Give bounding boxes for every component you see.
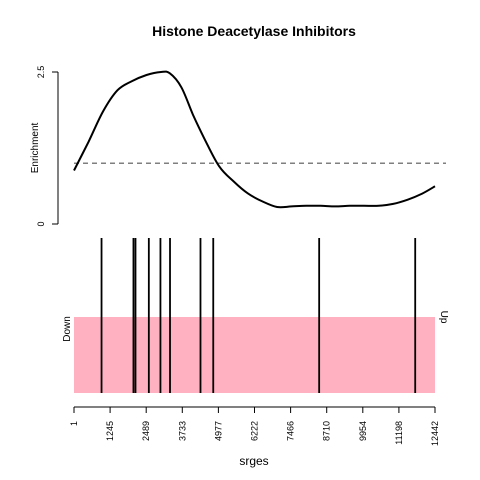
x-tick-label: 11198 bbox=[394, 421, 404, 445]
x-tick-label: 1 bbox=[69, 421, 79, 426]
x-tick-label: 6222 bbox=[250, 421, 260, 441]
barcode-panel: Down Up 1 1245 2489 3733 4977 6222 7466 8710 995… bbox=[62, 238, 449, 468]
x-tick-label: 4977 bbox=[213, 421, 223, 441]
x-axis-label: srges bbox=[239, 454, 268, 468]
up-label: Up bbox=[438, 311, 449, 324]
y-tick-label: 0 bbox=[36, 221, 46, 226]
x-tick-label: 8710 bbox=[322, 421, 332, 441]
chart-title: Histone Deacetylase Inhibitors bbox=[152, 23, 356, 39]
y-tick-label: 2.5 bbox=[36, 66, 46, 79]
enrichment-panel: 0 2.5 Enrichment bbox=[30, 66, 446, 227]
x-tick-label: 7466 bbox=[286, 421, 296, 441]
x-tick-label: 3733 bbox=[177, 421, 187, 441]
barcode-band bbox=[74, 317, 435, 393]
y-axis-label: Enrichment bbox=[30, 122, 41, 173]
enrichment-curve bbox=[74, 72, 435, 208]
down-label: Down bbox=[62, 316, 73, 342]
x-tick-label: 12442 bbox=[430, 421, 440, 446]
x-tick-label: 9954 bbox=[358, 421, 368, 441]
x-tick-label: 1245 bbox=[105, 421, 115, 441]
x-tick-label: 2489 bbox=[141, 421, 151, 441]
x-ticks: 1 1245 2489 3733 4977 6222 7466 8710 9954 11198 12… bbox=[69, 407, 440, 446]
